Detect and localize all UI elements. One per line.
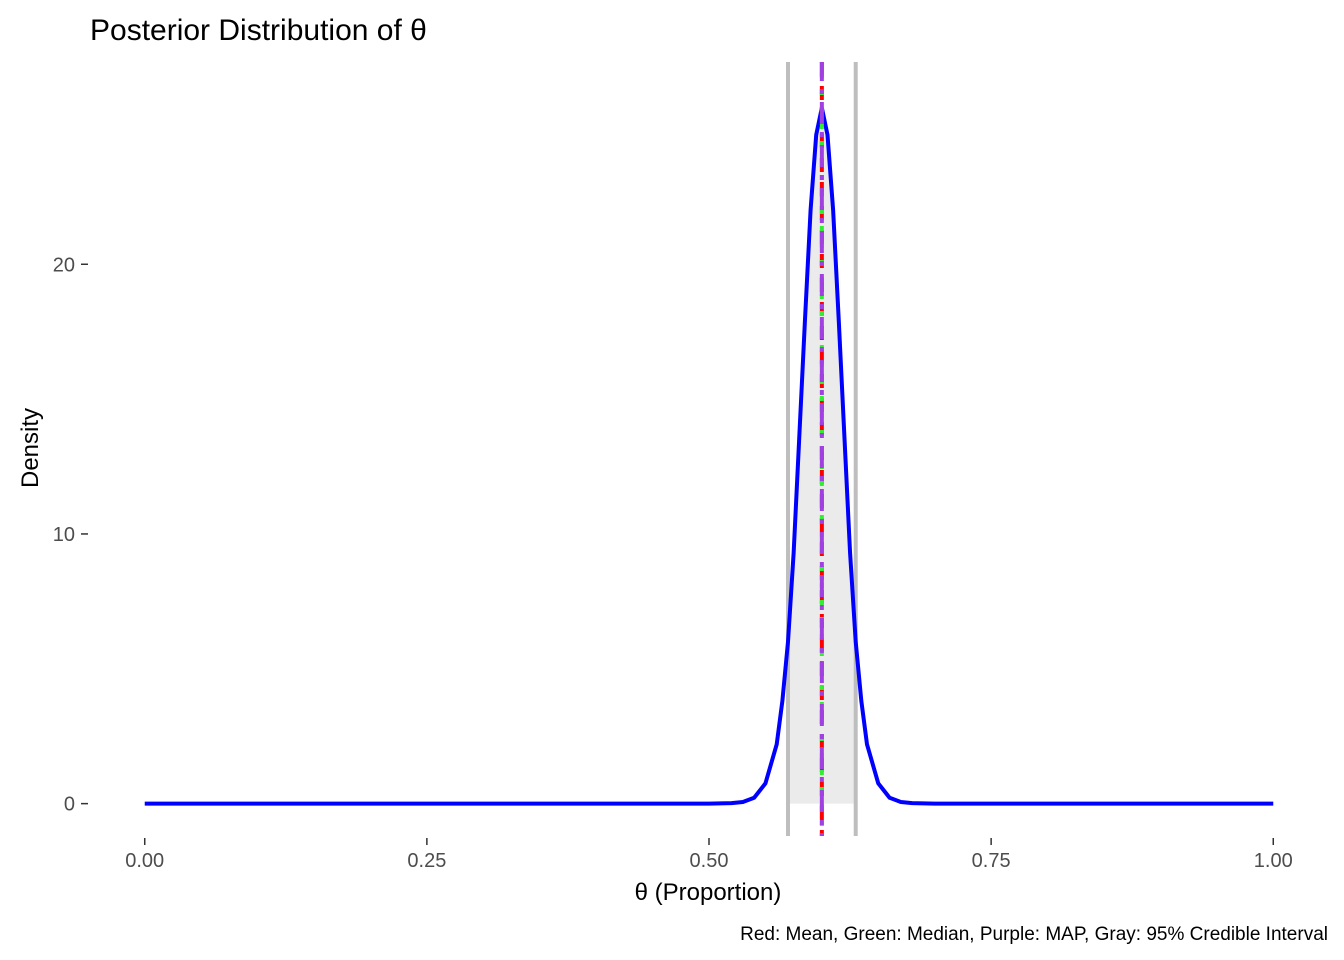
y-axis-title: Density	[17, 408, 44, 488]
y-tick-label: 10	[53, 524, 75, 546]
x-tick-label: 0.50	[690, 850, 729, 872]
chart-title: Posterior Distribution of θ	[90, 14, 427, 47]
x-tick-label: 0.75	[972, 850, 1011, 872]
x-axis-title: θ (Proportion)	[635, 879, 782, 906]
x-tick-label: 1.00	[1254, 850, 1293, 872]
y-axis: 0 10 20	[53, 254, 88, 816]
x-tick-label: 0.00	[125, 850, 164, 872]
chart-caption: Red: Mean, Green: Median, Purple: MAP, G…	[740, 924, 1328, 945]
y-tick-label: 0	[64, 794, 75, 816]
y-tick-label: 20	[53, 254, 75, 276]
density-curve	[144, 105, 1274, 806]
x-axis: 0.00 0.25 0.50 0.75 1.00	[125, 838, 1293, 872]
plot-area	[144, 62, 1274, 836]
x-tick-label: 0.25	[407, 850, 446, 872]
